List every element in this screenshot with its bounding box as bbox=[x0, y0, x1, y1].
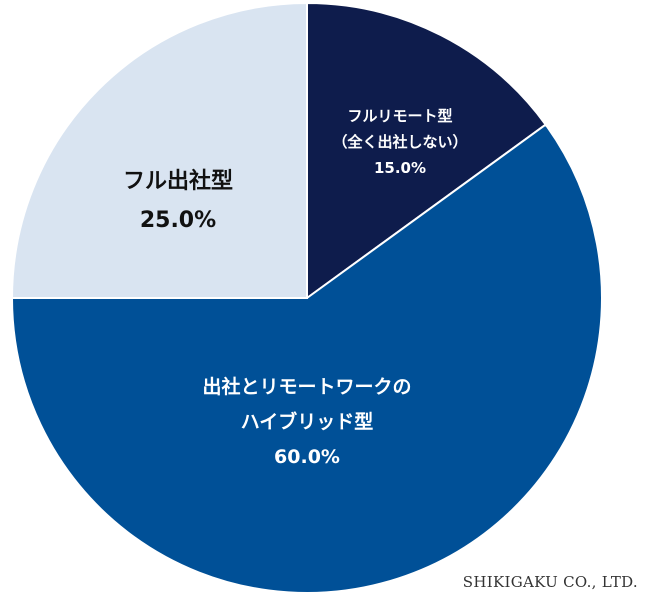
pie-slice-0 bbox=[306, 1, 548, 300]
slice-value-label-1: 60.0% bbox=[274, 446, 340, 468]
slice-value-label-0: 15.0% bbox=[374, 159, 426, 177]
pie-slice-2 bbox=[10, 1, 308, 299]
pie-slices bbox=[10, 1, 603, 594]
slice-label-2-line-0: フル出社型 bbox=[123, 168, 233, 194]
slice-label-1-line-0: 出社とリモートワークの bbox=[202, 375, 411, 398]
slice-label-0-line-1: （全く出社しない） bbox=[332, 133, 467, 151]
pie-slice-1 bbox=[10, 123, 603, 594]
company-credit: SHIKIGAKU CO., LTD. bbox=[462, 573, 638, 591]
slice-value-label-2: 25.0% bbox=[140, 208, 216, 233]
slice-label-1-line-1: ハイブリッド型 bbox=[241, 410, 374, 433]
slice-label-0-line-0: フルリモート型 bbox=[347, 107, 452, 125]
